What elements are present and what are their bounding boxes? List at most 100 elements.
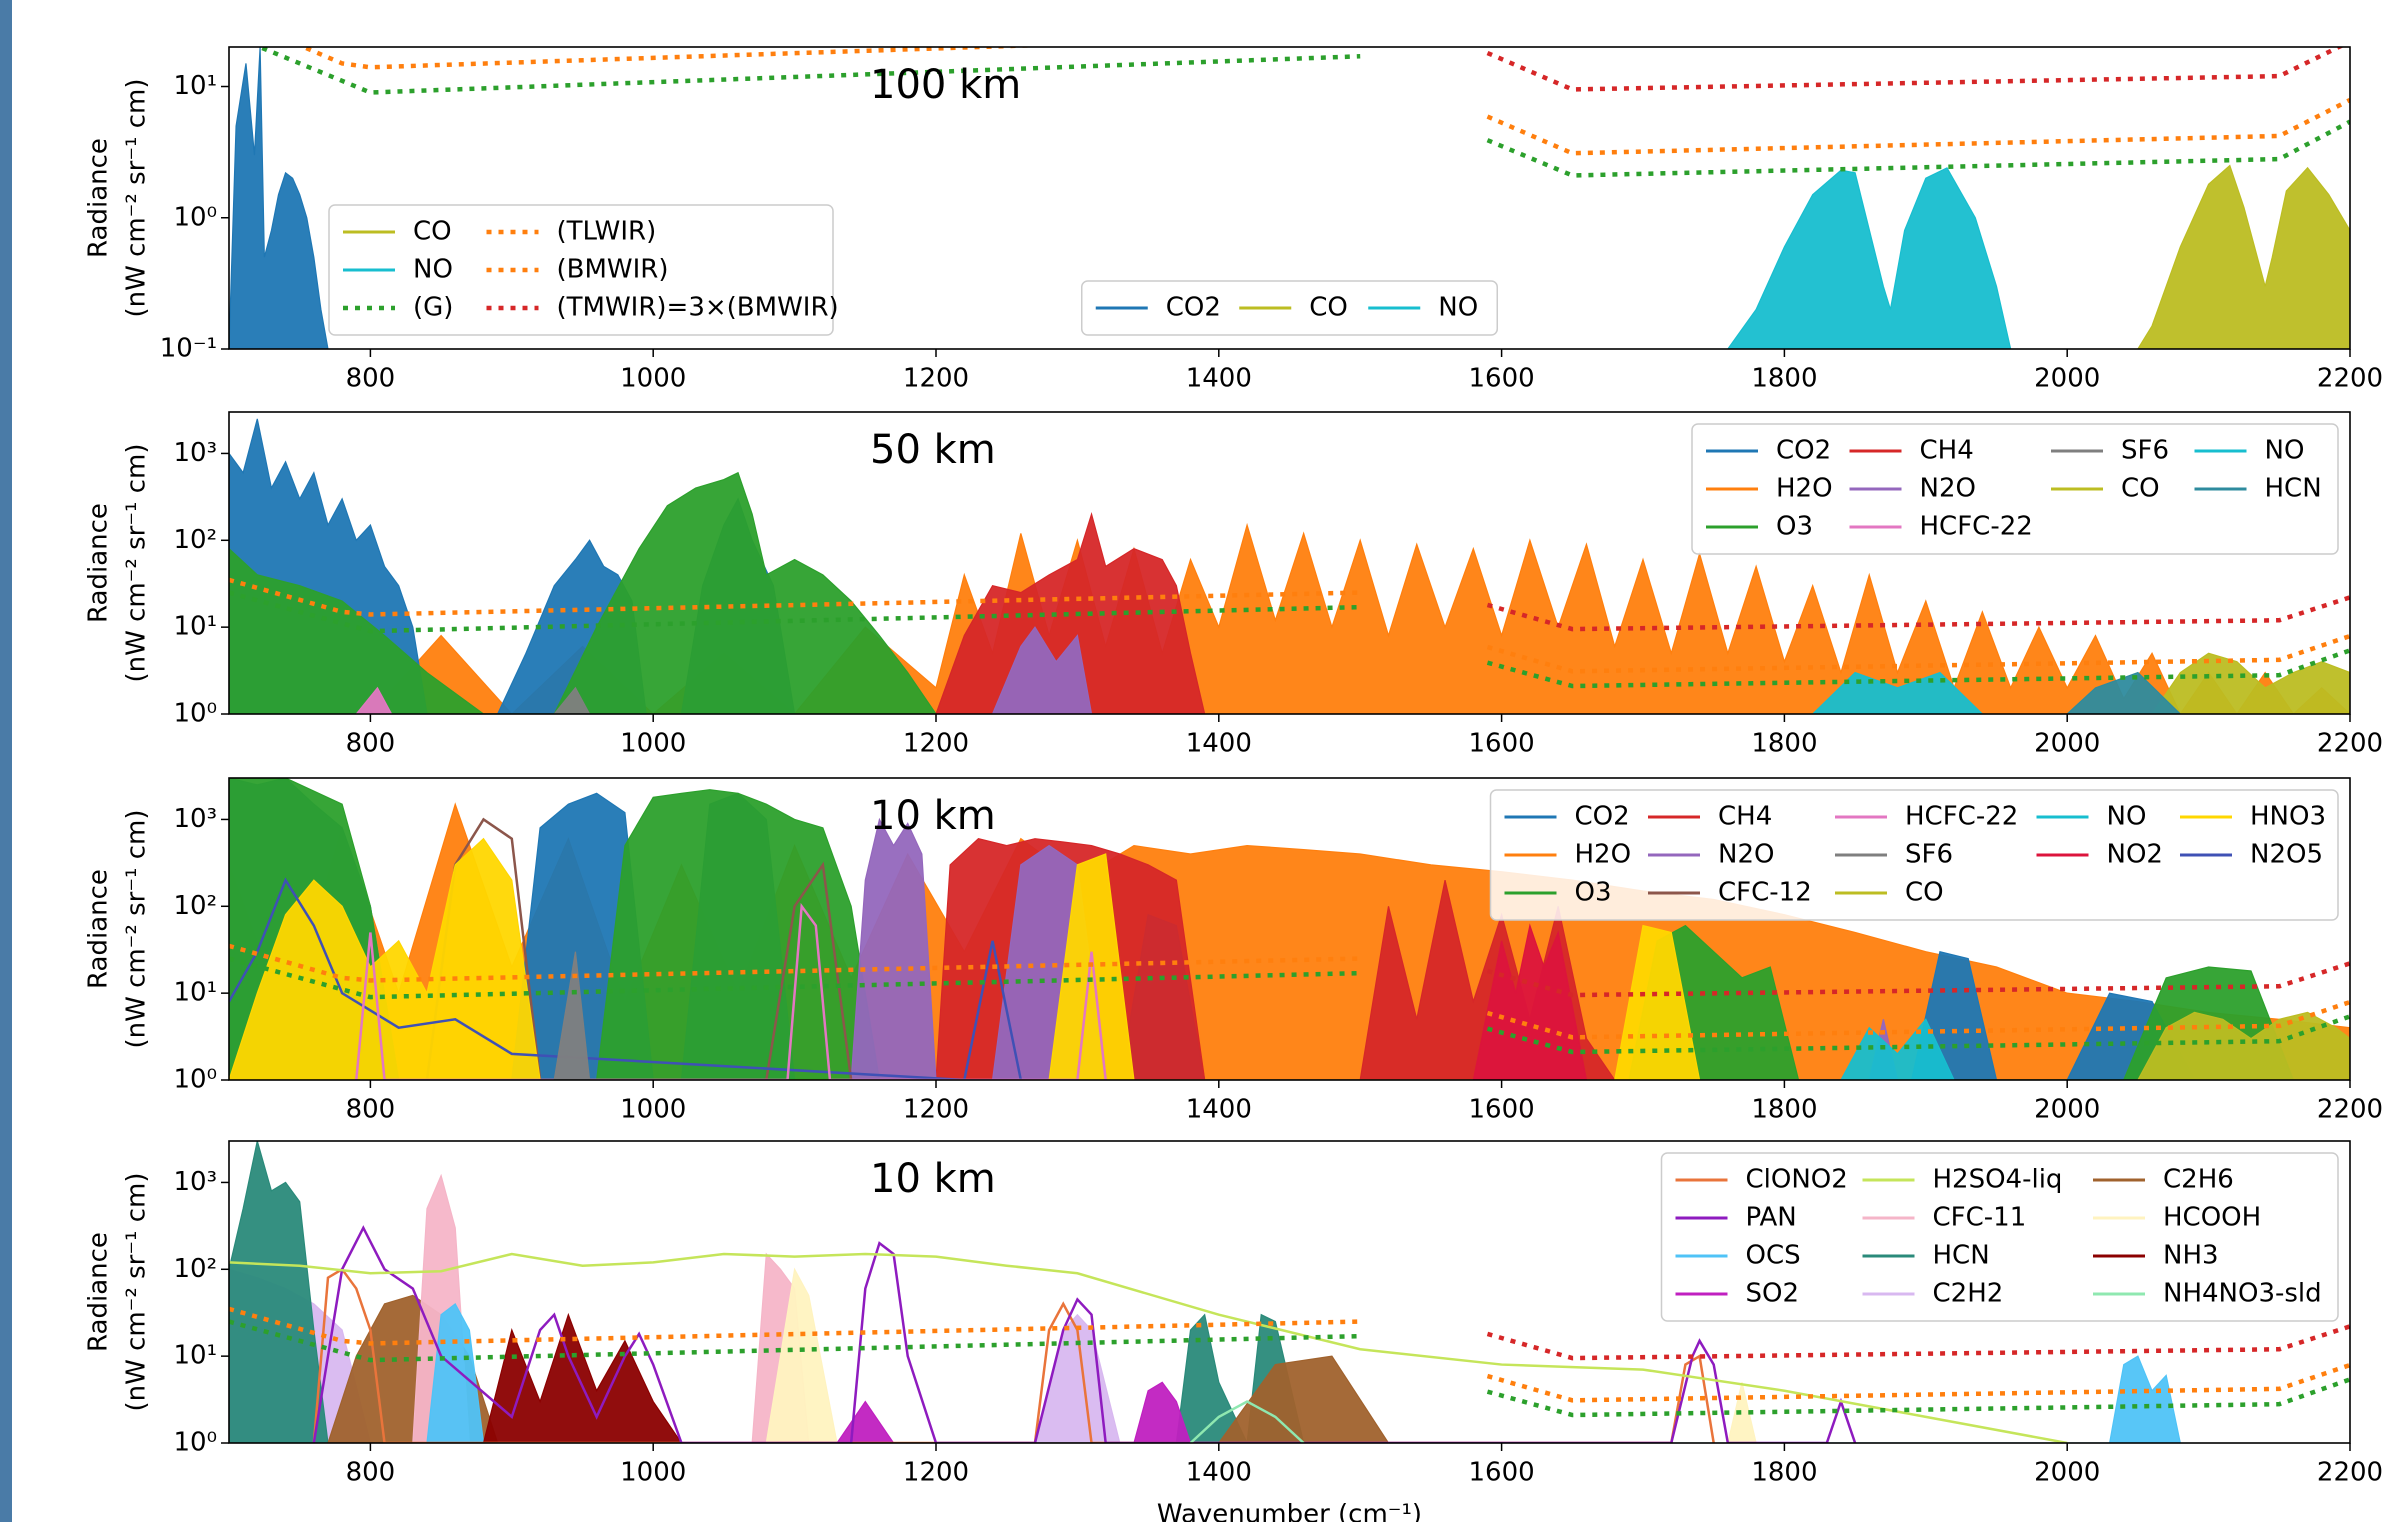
- plot-area: [229, 47, 2350, 349]
- x-tick-label: 800: [346, 1095, 396, 1125]
- noise-line: [229, 943, 1361, 983]
- legend: CO2 H2O O3 CH4 N2O CFC-12 HCFC-22 SF6 CO NO NO2 HNO…: [1489, 789, 2339, 921]
- x-tick-label: 1400: [1186, 1458, 1252, 1488]
- noise-line: [229, 577, 1361, 617]
- side-bar: [0, 0, 12, 1522]
- y-tick-label: 10¹: [173, 71, 217, 101]
- legend-label: CFC-12: [1718, 878, 1812, 908]
- legend-label: NH4NO3-sld: [2163, 1279, 2322, 1309]
- y-tick-label: 10²: [173, 1254, 217, 1284]
- legend-label: CH4: [1718, 802, 1772, 832]
- spectrum: [355, 686, 393, 714]
- y-axis-label: (nW cm⁻² sr⁻¹ cm): [122, 78, 152, 317]
- plot-area: [229, 418, 2350, 714]
- x-tick-label: 1200: [903, 364, 969, 394]
- panel: 800 1000 1200 1400 1600 1800 2000 2200 10⁰ 10¹ 10²…: [84, 411, 2383, 759]
- panel-title: 10 km: [870, 793, 996, 839]
- legend-label: (BMWIR): [557, 255, 669, 285]
- x-tick-label: 2000: [2034, 729, 2100, 759]
- x-tick-label: 800: [346, 1458, 396, 1488]
- x-tick-label: 1600: [1469, 364, 1535, 394]
- x-tick-label: 1000: [620, 1458, 686, 1488]
- noise-line: [1486, 633, 2350, 674]
- y-axis-label: Radiance: [84, 138, 114, 258]
- legend-label: O3: [1575, 878, 1612, 908]
- legend-label: H2O: [1776, 474, 1833, 504]
- legend-label: CO2: [1776, 436, 1831, 466]
- y-tick-label: 10⁰: [173, 1428, 217, 1458]
- spectrum: [2137, 1011, 2350, 1080]
- legend-label: OCS: [1746, 1241, 1801, 1271]
- legend-label: C2H6: [2163, 1165, 2234, 1195]
- legend-label: HCOOH: [2163, 1203, 2261, 1233]
- panel: 800 1000 1200 1400 1600 1800 2000 2200 10⁰ 10¹ 10²…: [84, 1140, 2383, 1522]
- panel-title: 50 km: [870, 427, 996, 473]
- legend-label: CO: [1309, 293, 1348, 323]
- y-tick-label: 10³: [173, 804, 217, 834]
- noise-line: [1486, 1362, 2350, 1403]
- spectrum: [1727, 167, 2012, 349]
- y-axis-label: Radiance: [84, 503, 114, 623]
- y-tick-label: 10²: [173, 891, 217, 921]
- spectrum: [935, 511, 1206, 714]
- y-tick-label: 10⁰: [173, 1065, 217, 1095]
- x-tick-label: 1800: [1751, 729, 1817, 759]
- x-tick-label: 1600: [1469, 1458, 1535, 1488]
- legend-label: HCN: [1933, 1241, 1990, 1271]
- spectrum: [991, 626, 1093, 714]
- legend-label: CO: [2121, 474, 2160, 504]
- spectrum: [426, 1302, 2181, 1443]
- x-tick-label: 1600: [1469, 729, 1535, 759]
- spectrum: [355, 902, 1107, 1080]
- spectrum: [312, 1225, 1857, 1443]
- legend-label: SO2: [1746, 1279, 1800, 1309]
- spectrum: [553, 951, 591, 1080]
- legend-label: HCN: [2265, 474, 2322, 504]
- panel: 800 1000 1200 1400 1600 1800 2000 2200 10⁰ 10¹ 10²…: [84, 777, 2383, 1125]
- legend-label: N2O: [1718, 840, 1774, 870]
- spectrum: [2137, 164, 2350, 349]
- spectrum: [482, 1312, 683, 1443]
- spectrum: [425, 817, 853, 1080]
- legend-label: SF6: [2121, 436, 2169, 466]
- spectrum: [1189, 1400, 1305, 1443]
- x-tick-label: 2200: [2317, 1458, 2383, 1488]
- y-tick-label: 10³: [173, 1167, 217, 1197]
- x-axis-label: Wavenumber (cm⁻¹): [1157, 1500, 1422, 1522]
- spectrum: [229, 471, 937, 714]
- y-tick-label: 10⁰: [173, 202, 217, 232]
- spectrum: [765, 1267, 1757, 1443]
- legend-label: CH4: [1920, 436, 1974, 466]
- noise-line: [229, 1319, 2350, 1418]
- y-tick-label: 10²: [173, 525, 217, 555]
- x-tick-label: 2000: [2034, 1095, 2100, 1125]
- legend-label: NO: [1438, 293, 1478, 323]
- x-tick-label: 1400: [1186, 364, 1252, 394]
- x-tick-label: 800: [346, 364, 396, 394]
- y-axis-label: Radiance: [84, 1232, 114, 1352]
- x-tick-label: 2200: [2317, 1095, 2383, 1125]
- legend-label: H2O: [1575, 840, 1632, 870]
- legend-label: (G): [413, 293, 453, 323]
- noise-line: [1486, 97, 2350, 156]
- spectrum: [553, 686, 591, 714]
- panel-title: 10 km: [870, 1156, 996, 1202]
- legend-label: NO: [2265, 436, 2305, 466]
- legend-label: NO: [2107, 802, 2147, 832]
- legend-box: [1660, 1152, 2339, 1322]
- spectrum: [836, 1381, 1192, 1443]
- noise-line: [229, 956, 2350, 1055]
- x-tick-label: 1800: [1751, 1458, 1817, 1488]
- noise-line: [253, 47, 2350, 178]
- plot-area: [229, 778, 2350, 1080]
- legend-label: CO: [413, 217, 452, 247]
- x-tick-label: 1200: [903, 729, 969, 759]
- legend-label: HCFC-22: [1920, 512, 2033, 542]
- noise-line: [1486, 999, 2350, 1040]
- legend-label: HCFC-22: [1905, 802, 2018, 832]
- plot-area: [229, 1141, 2350, 1443]
- x-tick-label: 1400: [1186, 1095, 1252, 1125]
- panel: 800 1000 1200 1400 1600 1800 2000 2200 10⁻¹ 10⁰ 10…: [84, 46, 2383, 394]
